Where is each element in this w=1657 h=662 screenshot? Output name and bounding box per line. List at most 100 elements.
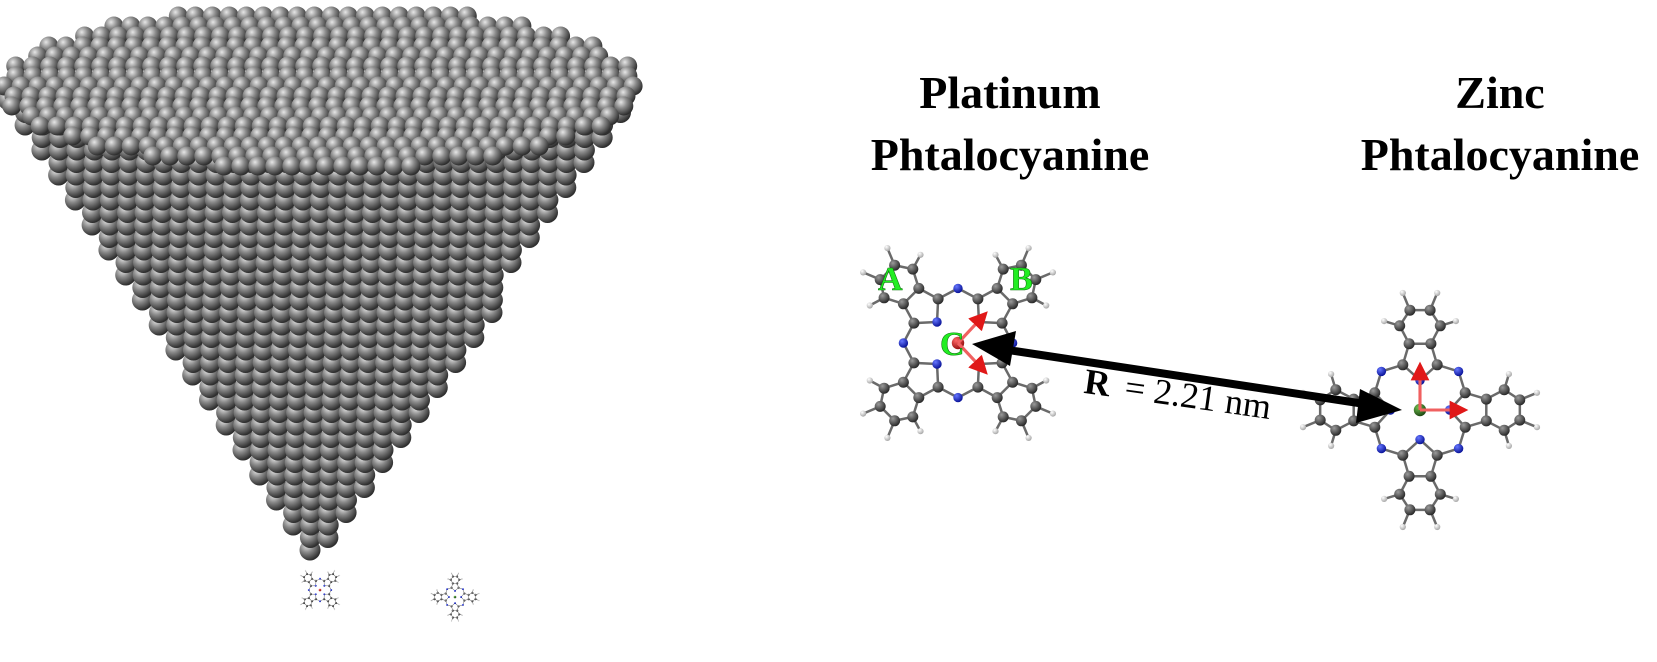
carbon-atom [452, 610, 454, 612]
carbon-atom [445, 592, 447, 594]
nitrogen-atom [1377, 444, 1386, 453]
nitrogen-atom [462, 588, 464, 590]
tip-surface-atom [299, 157, 318, 176]
carbon-atom [992, 392, 1003, 403]
metal-atom [319, 589, 322, 592]
carbon-atom [440, 598, 442, 600]
carbon-atom [332, 573, 334, 575]
carbon-atom [1016, 415, 1027, 426]
hydrogen-atom [478, 600, 479, 601]
nitrogen-atom [323, 585, 325, 587]
hydrogen-atom [884, 245, 890, 251]
carbon-atom [310, 585, 312, 587]
carbon-atom [450, 605, 452, 607]
nitrogen-atom [330, 589, 332, 591]
carbon-atom [457, 587, 459, 589]
hydrogen-atom [458, 572, 459, 573]
carbon-atom [468, 594, 470, 596]
carbon-atom [458, 579, 460, 581]
carbon-atom [445, 599, 447, 601]
carbon-atom [1330, 425, 1341, 436]
tip-surface-atom [316, 157, 335, 176]
tip-surface-atom [401, 157, 420, 176]
carbon-atom [433, 598, 435, 600]
carbon-atom [457, 605, 459, 607]
hydrogen-atom [334, 609, 335, 610]
carbon-atom [330, 597, 332, 599]
carbon-atom [1514, 415, 1525, 426]
carbon-atom [1425, 471, 1436, 482]
site-label-c: C [940, 326, 965, 363]
carbon-atom [998, 411, 1009, 422]
hydrogen-atom [917, 252, 923, 258]
tip-surface-atom [248, 157, 267, 176]
carbon-atom [310, 604, 312, 606]
carbon-atom [306, 573, 308, 575]
carbon-atom [334, 580, 336, 582]
carbon-atom [907, 264, 918, 275]
site-label-b: B [1010, 261, 1033, 298]
carbon-atom [1514, 394, 1525, 405]
carbon-atom [1397, 359, 1408, 370]
hydrogen-atom [436, 604, 437, 605]
carbon-atom [972, 382, 983, 393]
hydrogen-atom [327, 608, 328, 609]
hydrogen-atom [478, 593, 479, 594]
carbon-atom [463, 592, 465, 594]
hydrogen-atom [1453, 496, 1459, 502]
hydrogen-atom [339, 604, 340, 605]
carbon-atom [323, 598, 325, 600]
carbon-atom [889, 415, 900, 426]
nitrogen-atom [1415, 435, 1424, 444]
hydrogen-atom [436, 589, 437, 590]
carbon-atom [898, 377, 909, 388]
hydrogen-atom [451, 620, 452, 621]
hydrogen-atom [451, 572, 452, 573]
carbon-atom [310, 574, 312, 576]
hydrogen-atom [301, 582, 302, 583]
carbon-atom [474, 598, 476, 600]
tip-surface-atom [432, 147, 451, 166]
hydrogen-atom [312, 608, 313, 609]
carbon-atom [450, 587, 452, 589]
carbon-atom [452, 616, 454, 618]
carbon-atom [306, 605, 308, 607]
distance-symbol: R [1082, 361, 1114, 404]
zinc-phthalocyanine-molecule [1300, 290, 1540, 530]
carbon-atom [992, 283, 1003, 294]
carbon-atom [330, 581, 332, 583]
zinc-phthalocyanine-title: Zinc Phtalocyanine [1345, 62, 1655, 186]
carbon-atom [1397, 450, 1408, 461]
tip-surface-atom [194, 147, 213, 166]
carbon-atom [1481, 415, 1492, 426]
carbon-atom [335, 576, 337, 578]
carbon-atom [1369, 422, 1380, 433]
carbon-atom [456, 575, 458, 577]
tip-surface-atom [88, 137, 107, 156]
nitrogen-atom [1377, 367, 1386, 376]
carbon-atom [311, 578, 313, 580]
hydrogen-atom [339, 575, 340, 576]
hydrogen-atom [1043, 302, 1049, 308]
platinum-title-line1: Platinum [850, 62, 1170, 124]
hydrogen-atom [338, 597, 339, 598]
carbon-atom [433, 594, 435, 596]
hydrogen-atom [1328, 371, 1334, 377]
carbon-atom [437, 592, 439, 594]
hydrogen-atom [462, 578, 463, 579]
carbon-atom [1404, 504, 1415, 515]
carbon-atom [1499, 425, 1510, 436]
tip-surface-atom [160, 147, 179, 166]
carbon-atom [997, 318, 1008, 329]
carbon-atom [456, 616, 458, 618]
carbon-atom [1404, 338, 1415, 349]
tip-surface-atom [105, 137, 124, 156]
carbon-atom [1425, 305, 1436, 316]
hydrogen-atom [327, 571, 328, 572]
carbon-atom [1404, 305, 1415, 316]
carbon-atom [335, 602, 337, 604]
carbon-atom [456, 610, 458, 612]
hydrogen-atom [305, 609, 306, 610]
carbon-atom [1394, 320, 1405, 331]
hydrogen-atom [430, 600, 431, 601]
